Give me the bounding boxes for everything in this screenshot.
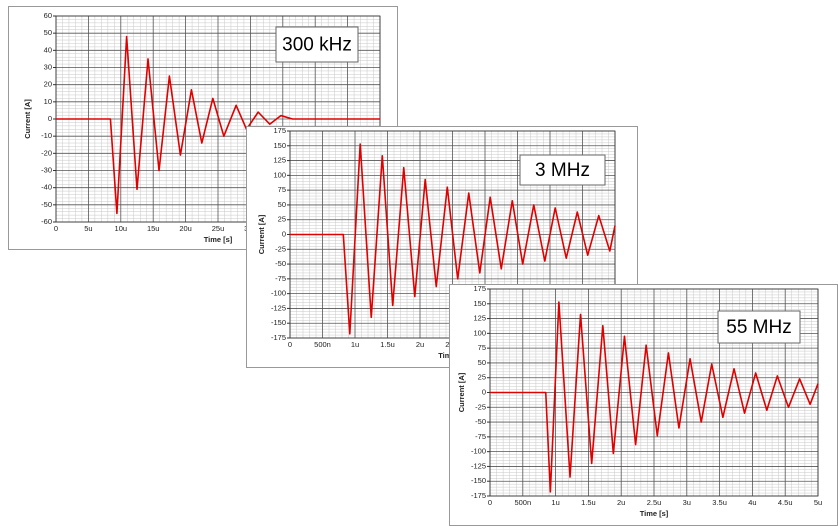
annotation: 3 MHz <box>535 160 590 181</box>
annotation-box <box>717 310 801 344</box>
y-tick-label: -150 <box>271 318 286 327</box>
y-tick-label: 10 <box>44 97 52 106</box>
y-tick-label: 150 <box>473 299 486 308</box>
x-axis-label: Time [s] <box>204 235 233 244</box>
x-tick-label: 10u <box>115 224 128 233</box>
annotation-box <box>275 26 359 63</box>
y-tick-label: 75 <box>278 185 286 194</box>
line-series <box>56 35 380 215</box>
y-tick-label: 0 <box>482 387 486 396</box>
chart-panel: 0 500n 1u 1.5u 2u 2.5u 3u 3.5u 4u 4.5u 5u 175 150 125… <box>449 284 838 526</box>
y-tick-label: 60 <box>44 11 52 20</box>
x-tick-label: 4u <box>748 498 756 507</box>
y-tick-label: -40 <box>41 183 52 192</box>
y-tick-label: -100 <box>271 289 286 298</box>
chart-panel: 05u10u15u20u25u30u35u40u45u50u6050403020… <box>8 6 398 250</box>
x-tick-label: 500n <box>314 340 331 349</box>
y-tick-label: -30 <box>41 165 52 174</box>
y-tick-label: 50 <box>278 200 286 209</box>
annotation-box <box>519 154 606 186</box>
y-tick-label: 75 <box>478 343 486 352</box>
annotation: 55 MHz <box>726 317 791 338</box>
x-tick-label: 20u <box>179 224 192 233</box>
y-tick-label: 175 <box>473 284 486 293</box>
y-tick-label: 50 <box>478 358 486 367</box>
line-series <box>490 301 819 493</box>
y-tick-label: 100 <box>273 170 286 179</box>
x-axis-label: Time [s] <box>640 509 669 518</box>
x-tick-label: 5u <box>814 498 822 507</box>
chart-panel: 0500n1u1.5u2u2.5u3u3.5u4u4.5u5u175150125… <box>246 126 638 368</box>
x-tick-label: 5u <box>84 224 92 233</box>
x-tick-label: 2.5u <box>647 498 662 507</box>
x-tick-label: 0 <box>54 224 58 233</box>
y-tick-label: 175 <box>273 126 286 135</box>
y-axis-label: Current [A] <box>457 372 466 412</box>
y-axis-label: Current [A] <box>257 214 266 254</box>
y-tick-label: -60 <box>41 217 52 226</box>
y-tick-label: -50 <box>41 200 52 209</box>
x-tick-label: 1u <box>551 498 559 507</box>
y-tick-label: 0 <box>282 229 286 238</box>
x-tick-label: 3u <box>683 498 691 507</box>
y-tick-label: 125 <box>273 156 286 165</box>
annotation: 300 kHz <box>282 35 352 56</box>
y-tick-label: 25 <box>278 215 286 224</box>
x-tick-label: 0 <box>488 498 492 507</box>
x-tick-label: 4.5u <box>778 498 793 507</box>
x-tick-label: 2u <box>416 340 424 349</box>
x-tick-label: 2u <box>617 498 625 507</box>
y-tick-label: 50 <box>44 28 52 37</box>
y-tick-label: -20 <box>41 148 52 157</box>
y-tick-label: 25 <box>478 373 486 382</box>
y-tick-label: -150 <box>471 476 486 485</box>
y-tick-label: 40 <box>44 45 52 54</box>
x-tick-label: 15u <box>147 224 160 233</box>
y-tick-label: 20 <box>44 80 52 89</box>
y-tick-label: 125 <box>473 314 486 323</box>
x-tick-label: 1u <box>351 340 359 349</box>
y-axis-label: Current [A] <box>23 99 32 139</box>
x-tick-label: 3.5u <box>712 498 727 507</box>
x-tick-label: 1.5u <box>581 498 596 507</box>
y-tick-label: -75 <box>275 274 286 283</box>
y-tick-label: -125 <box>271 303 286 312</box>
y-tick-label: 150 <box>273 141 286 150</box>
x-tick-label: 1.5u <box>380 340 395 349</box>
y-tick-label: 0 <box>48 114 52 123</box>
x-tick-label: 25u <box>212 224 225 233</box>
y-tick-label: -75 <box>475 432 486 441</box>
y-tick-label: -175 <box>471 491 486 500</box>
y-tick-label: -25 <box>475 402 486 411</box>
y-tick-label: -50 <box>275 259 286 268</box>
y-tick-label: 100 <box>473 328 486 337</box>
y-tick-label: -25 <box>275 244 286 253</box>
y-tick-label: -175 <box>271 333 286 342</box>
y-tick-label: -100 <box>471 447 486 456</box>
x-tick-label: 500n <box>514 498 531 507</box>
y-tick-label: -125 <box>471 461 486 470</box>
x-tick-label: 0 <box>288 340 292 349</box>
y-tick-label: -10 <box>41 131 52 140</box>
line-series <box>290 143 616 335</box>
y-tick-label: -50 <box>475 417 486 426</box>
y-tick-label: 30 <box>44 62 52 71</box>
